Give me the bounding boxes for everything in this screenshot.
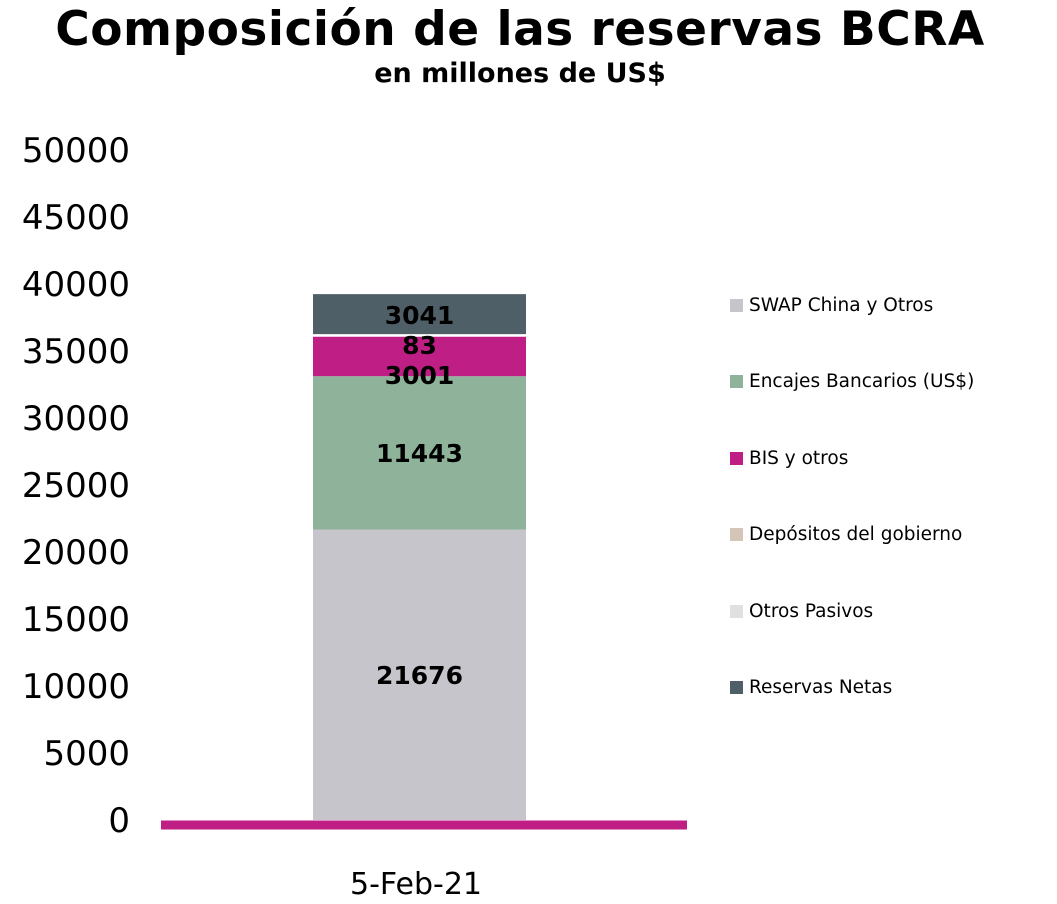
legend-label: Encajes Bancarios (US$) [749,371,975,392]
data-label: 3001 [385,361,455,390]
chart-subtitle: en millones de US$ [374,58,666,89]
y-tick-label: 0 [108,801,130,841]
legend-item: Reservas Netas [730,673,892,703]
x-tick-label: 5-Feb-21 [350,867,482,902]
legend-item: SWAP China y Otros [730,290,933,320]
legend-swatch [730,298,743,312]
legend-label: Depósitos del gobierno [749,524,963,545]
y-tick-label: 10000 [22,667,130,707]
data-label: 11443 [376,439,463,468]
legend-item: BIS y otros [730,443,848,473]
legend-item: Otros Pasivos [730,596,873,626]
legend-label: Otros Pasivos [749,600,874,622]
y-tick-label: 45000 [22,198,130,238]
legend-swatch [730,604,743,618]
chart-title: Composición de las reservas BCRA [55,2,985,57]
y-tick-label: 25000 [22,466,130,506]
legend-label: Reservas Netas [749,677,893,698]
bar-segment-2 [313,335,526,377]
legend-swatch [730,375,743,388]
legend-swatch [730,528,743,541]
bar-segment-1 [313,376,526,530]
legend-item: Encajes Bancarios (US$) [730,367,974,397]
y-tick-label: 50000 [22,131,130,171]
legend-swatch [730,681,743,694]
y-tick-label: 15000 [22,600,130,640]
legend-label: BIS y otros [749,447,849,469]
data-label: 21676 [376,661,463,690]
data-label: 83 [402,331,437,360]
y-tick-label: 30000 [22,399,130,439]
y-tick-label: 5000 [43,734,130,774]
data-label: 3041 [385,301,455,330]
bar-segment-5 [313,294,526,335]
y-tick-label: 20000 [22,533,130,573]
bar-segment-0 [313,529,526,820]
legend-label: SWAP China y Otros [749,294,934,316]
legend-swatch [730,451,743,465]
legend-item: Depósitos del gobierno [730,520,962,550]
y-tick-label: 35000 [22,332,130,372]
y-tick-label: 40000 [22,265,130,305]
